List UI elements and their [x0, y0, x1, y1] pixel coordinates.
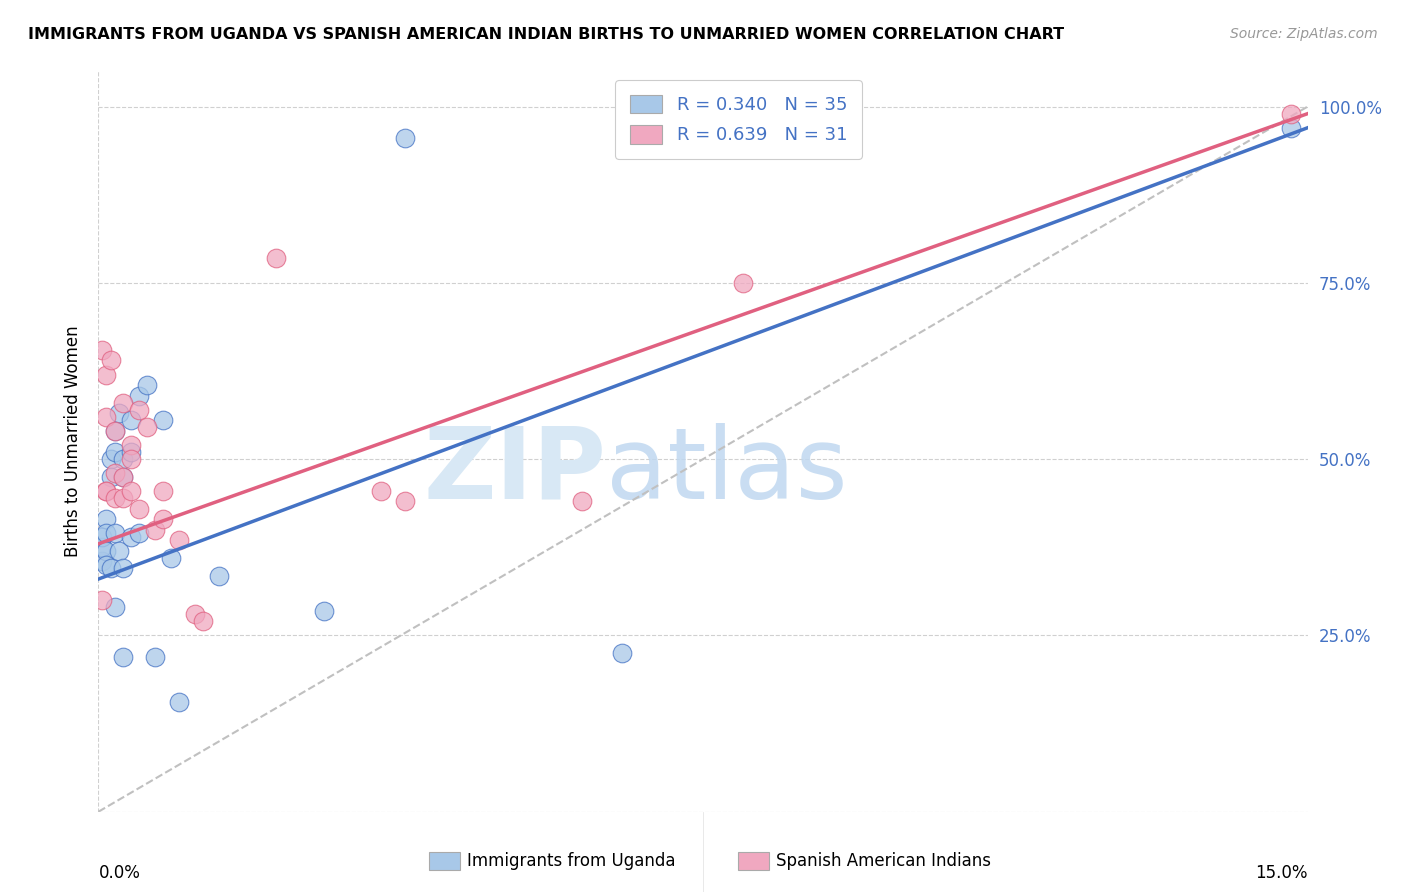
Point [91, 541, 114, 555]
Text: atlas: atlas [606, 423, 848, 520]
Point [103, 424, 125, 438]
Point [96, 512, 118, 526]
Point [91, 343, 114, 357]
Point [1281, 120, 1303, 135]
Point [128, 389, 150, 403]
FancyBboxPatch shape [738, 852, 769, 870]
Text: 0.0%: 0.0% [98, 863, 141, 881]
Point [91, 554, 114, 568]
Point [111, 452, 134, 467]
Point [96, 544, 118, 558]
Point [91, 530, 114, 544]
Point [111, 470, 134, 484]
Point [143, 523, 166, 537]
Point [100, 470, 122, 484]
Text: Immigrants from Uganda: Immigrants from Uganda [467, 852, 675, 870]
Point [152, 483, 174, 498]
Point [571, 494, 593, 508]
Point [394, 494, 416, 508]
Point [152, 413, 174, 427]
Text: Spanish American Indians: Spanish American Indians [776, 852, 991, 870]
Legend: R = 0.340   N = 35, R = 0.639   N = 31: R = 0.340 N = 35, R = 0.639 N = 31 [616, 80, 862, 159]
Point [184, 607, 207, 622]
Point [107, 544, 129, 558]
Point [135, 378, 157, 392]
Point [100, 353, 122, 368]
Point [264, 251, 287, 265]
Point [135, 420, 157, 434]
Point [120, 445, 142, 459]
Point [111, 396, 134, 410]
Point [733, 276, 755, 290]
Point [107, 406, 129, 420]
Point [120, 438, 142, 452]
Point [111, 649, 134, 664]
Point [120, 452, 142, 467]
Point [167, 533, 190, 548]
Point [394, 131, 416, 145]
Y-axis label: Births to Unmarried Women: Births to Unmarried Women [65, 326, 83, 558]
Point [167, 695, 190, 709]
Point [103, 600, 125, 615]
Point [152, 512, 174, 526]
Point [111, 470, 134, 484]
Text: IMMIGRANTS FROM UGANDA VS SPANISH AMERICAN INDIAN BIRTHS TO UNMARRIED WOMEN CORR: IMMIGRANTS FROM UGANDA VS SPANISH AMERIC… [28, 27, 1064, 42]
Point [96, 409, 118, 424]
Point [91, 593, 114, 607]
Point [96, 368, 118, 382]
Point [128, 526, 150, 541]
Point [193, 615, 215, 629]
Point [103, 491, 125, 505]
Point [612, 646, 634, 660]
Point [370, 483, 392, 498]
Point [143, 649, 166, 664]
Text: 15.0%: 15.0% [1256, 863, 1308, 881]
Point [96, 483, 118, 498]
Point [120, 483, 142, 498]
Point [96, 483, 118, 498]
Point [100, 452, 122, 467]
Point [120, 530, 142, 544]
Text: ZIP: ZIP [423, 423, 606, 520]
Point [100, 561, 122, 575]
Point [128, 402, 150, 417]
Point [314, 604, 336, 618]
Point [120, 413, 142, 427]
Point [1281, 106, 1303, 120]
Point [103, 526, 125, 541]
Point [111, 491, 134, 505]
Point [103, 467, 125, 481]
Point [96, 526, 118, 541]
Point [111, 561, 134, 575]
Point [103, 424, 125, 438]
Point [208, 568, 231, 582]
Text: Source: ZipAtlas.com: Source: ZipAtlas.com [1230, 27, 1378, 41]
Point [160, 550, 183, 565]
Point [96, 558, 118, 572]
Point [128, 501, 150, 516]
Point [103, 445, 125, 459]
FancyBboxPatch shape [429, 852, 460, 870]
